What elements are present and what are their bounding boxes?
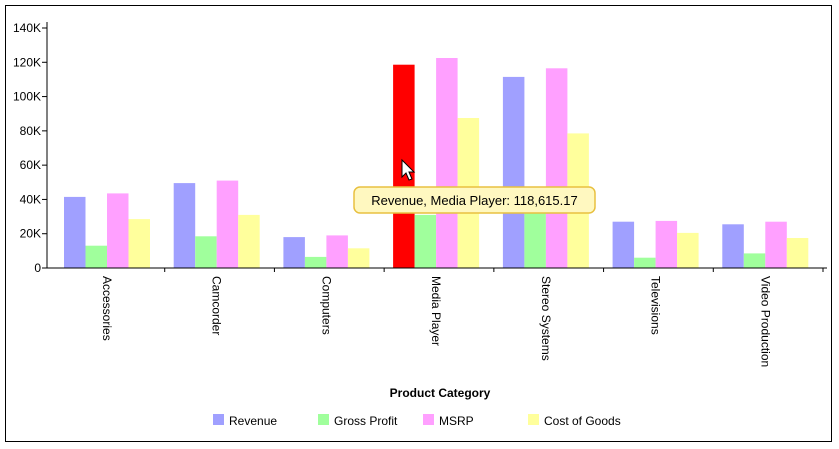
x-tick-label: Video Production xyxy=(758,276,772,367)
bar[interactable] xyxy=(107,193,129,268)
bar[interactable] xyxy=(173,183,196,268)
x-tick-label: Stereo Systems xyxy=(539,276,553,361)
y-tick-label: 80K xyxy=(20,124,41,138)
mouse-pointer-shape xyxy=(401,158,416,181)
x-axis-label: Product Category xyxy=(390,386,491,400)
x-tick-label: Camcorder xyxy=(210,276,224,335)
tooltip-text: Revenue, Media Player: 118,615.17 xyxy=(371,193,577,208)
bar[interactable] xyxy=(195,236,217,268)
bar[interactable] xyxy=(677,232,699,268)
bar[interactable] xyxy=(347,248,370,268)
bar[interactable] xyxy=(765,221,787,268)
bar[interactable] xyxy=(238,214,260,268)
tooltip-box xyxy=(353,186,596,214)
legend-swatch xyxy=(318,414,329,425)
bar[interactable] xyxy=(612,221,635,268)
bar[interactable] xyxy=(64,196,86,268)
bar[interactable] xyxy=(655,220,678,268)
y-tick-label: 140K xyxy=(13,21,41,35)
bar[interactable] xyxy=(85,245,108,268)
tooltip: Revenue, Media Player: 118,615.17 xyxy=(353,186,596,214)
y-tick-label: 100K xyxy=(13,90,41,104)
bar[interactable] xyxy=(743,253,766,268)
bar[interactable] xyxy=(545,68,568,268)
bar[interactable] xyxy=(283,237,305,268)
bar[interactable] xyxy=(216,180,239,268)
mouse-pointer-icon xyxy=(401,158,416,181)
bars xyxy=(64,58,809,269)
y-tick-label: 120K xyxy=(13,55,41,69)
x-tick-label: Media Player xyxy=(429,276,443,346)
legend-entry: Gross Profit xyxy=(334,414,398,428)
x-tick-label: Computers xyxy=(319,276,333,335)
legend-swatch xyxy=(528,414,539,425)
bar[interactable] xyxy=(524,211,546,268)
x-tick-label: Televisions xyxy=(649,276,663,335)
legend-entry: Revenue xyxy=(229,414,277,428)
bar[interactable] xyxy=(128,219,151,268)
x-tick-label: Accessories xyxy=(100,276,114,341)
legend: Revenue Gross Profit MSRP Cost of Goods xyxy=(213,414,621,428)
legend-swatch xyxy=(423,414,434,425)
bar[interactable] xyxy=(414,214,437,268)
bar[interactable] xyxy=(326,235,348,268)
y-tick-label: 20K xyxy=(20,227,41,241)
bar[interactable] xyxy=(722,224,744,268)
bar[interactable] xyxy=(634,257,656,268)
legend-entry: Cost of Goods xyxy=(544,414,621,428)
y-axis: 0 20K 40K 60K 80K 100K 120K 140K xyxy=(13,21,48,275)
legend-entry: MSRP xyxy=(439,414,474,428)
bar[interactable] xyxy=(786,238,809,268)
y-tick-label: 0 xyxy=(34,261,41,275)
legend-swatch xyxy=(213,414,224,425)
y-tick-label: 40K xyxy=(20,192,41,206)
bar[interactable] xyxy=(436,58,458,268)
bar[interactable] xyxy=(502,76,525,269)
y-tick-label: 60K xyxy=(20,158,41,172)
x-axis: Accessories Camcorder Computers Media Playe… xyxy=(47,267,827,367)
bar[interactable] xyxy=(304,256,327,268)
